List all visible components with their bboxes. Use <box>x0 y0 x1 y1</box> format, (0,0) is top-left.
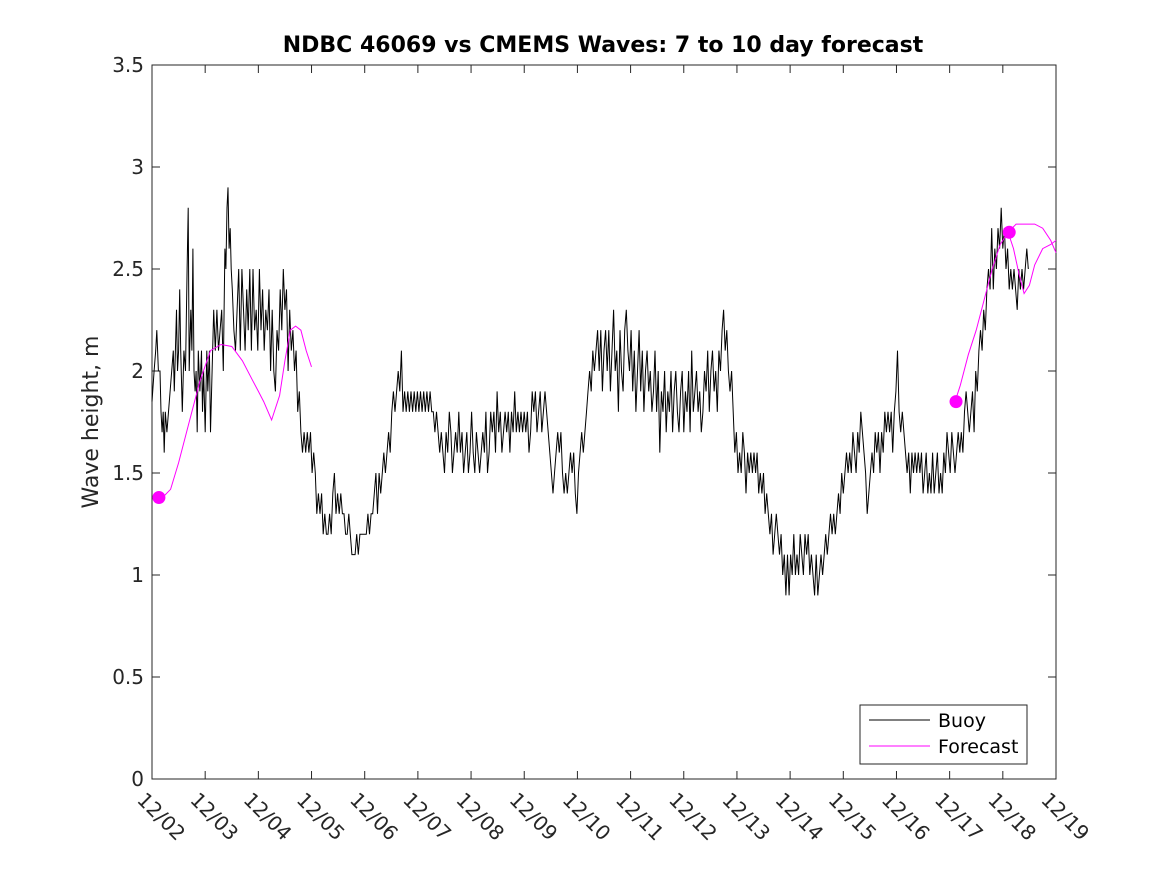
y-tick-label: 2 <box>131 359 144 383</box>
y-tick-label: 3.5 <box>112 53 144 77</box>
y-tick-label: 3 <box>131 155 144 179</box>
x-tick-label: 12/03 <box>186 788 244 846</box>
y-tick-label: 0.5 <box>112 665 144 689</box>
x-tick-label: 12/14 <box>771 788 829 846</box>
x-tick-label: 12/07 <box>398 788 456 846</box>
forecast-start-marker <box>1002 225 1016 239</box>
x-tick-label: 12/04 <box>239 788 297 846</box>
y-tick-label: 1 <box>131 563 144 587</box>
x-tick-label: 12/12 <box>664 788 722 846</box>
y-tick-label: 2.5 <box>112 257 144 281</box>
x-tick-label: 12/02 <box>132 788 190 846</box>
chart-title: NDBC 46069 vs CMEMS Waves: 7 to 10 day f… <box>283 33 924 58</box>
y-axis-label: Wave height, m <box>79 336 104 509</box>
series-line-forecast-2 <box>954 223 1057 402</box>
legend-label-forecast: Forecast <box>938 736 1018 758</box>
legend: Buoy Forecast <box>859 704 1028 765</box>
x-tick-label: 12/15 <box>824 788 882 846</box>
legend-box <box>859 704 1028 765</box>
x-tick-label: 12/18 <box>983 788 1041 846</box>
y-tick-label: 1.5 <box>112 461 144 485</box>
x-tick-label: 12/11 <box>611 788 669 846</box>
series-line-forecast-3 <box>1007 232 1057 295</box>
x-tick-label: 12/17 <box>930 788 988 846</box>
forecast-start-marker <box>949 395 963 409</box>
x-tick-label: 12/13 <box>717 788 775 846</box>
x-tick-label: 12/19 <box>1036 788 1094 846</box>
x-tick-label: 12/06 <box>345 788 403 846</box>
x-tick-label: 12/08 <box>452 788 510 846</box>
plot-area <box>151 64 1057 780</box>
forecast-start-marker <box>152 490 166 504</box>
x-tick-label: 12/09 <box>505 788 563 846</box>
x-tick-label: 12/05 <box>292 788 350 846</box>
legend-label-buoy: Buoy <box>938 710 986 732</box>
series-line-forecast-1 <box>157 325 312 498</box>
x-tick-label: 12/10 <box>558 788 616 846</box>
x-tick-label: 12/16 <box>877 788 935 846</box>
series-layer <box>151 187 1057 596</box>
y-tick-label: 0 <box>131 767 144 791</box>
series-line-buoy <box>151 187 1029 596</box>
